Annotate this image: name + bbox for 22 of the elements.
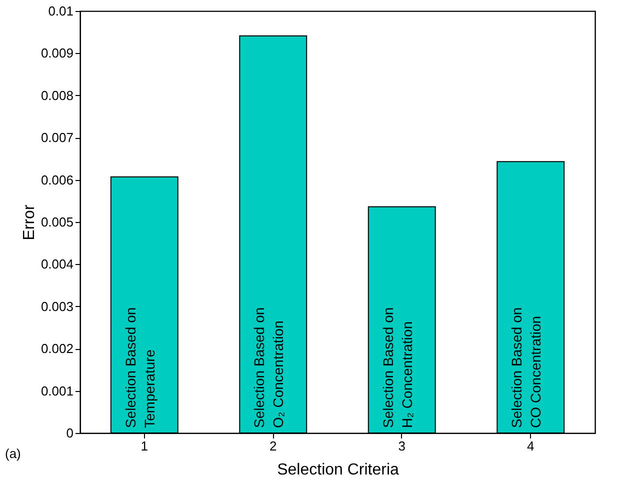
y-axis-title: Error [20,204,38,240]
annotation: Selection Based on H₂ Concentration [380,307,415,428]
x-tick-label: 4 [527,438,534,454]
annotation: Selection Based on O₂ Concentration [251,307,286,428]
x-tick-label: 3 [398,438,406,454]
y-tick-label: 0 [66,426,74,440]
y-tick-label: 0.008 [40,88,74,103]
text: (a) [5,446,21,461]
y-tick-label: 0.005 [40,214,74,230]
y-tick-label: 0.009 [40,46,74,61]
y-tick-label: 0.001 [40,383,74,398]
y-tick-label: 0.002 [40,341,74,356]
y-tick-label: 0.003 [40,298,74,314]
annotation: Selection Based on CO Concentration [508,307,544,428]
x-tick-label: 1 [140,438,148,454]
y-tick-label: 0.004 [40,256,74,272]
y-tick-label: 0.006 [40,172,74,188]
x-axis-title: Selection Criteria [277,462,400,478]
y-tick-label: 0.01 [48,4,74,18]
annotation: Selection Based on Temperature [122,307,158,428]
x-tick-label: 2 [270,438,277,454]
y-tick-label: 0.007 [40,130,74,146]
